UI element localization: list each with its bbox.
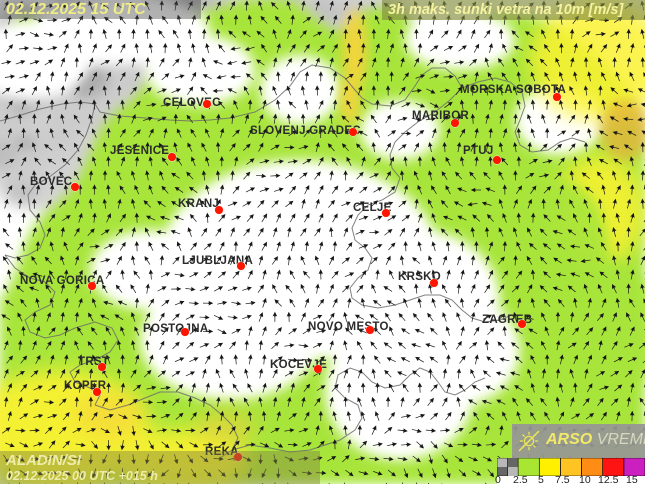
svg-text:CELOVEC: CELOVEC [163,97,221,109]
svg-text:BOVEC: BOVEC [30,176,72,188]
svg-text:MORSKA SOBOTA: MORSKA SOBOTA [460,84,566,96]
svg-text:JESENICE: JESENICE [110,145,169,157]
svg-text:KRANJ: KRANJ [178,198,219,210]
svg-text:PTUJ: PTUJ [463,145,494,157]
svg-text:MARIBOR: MARIBOR [412,110,469,122]
svg-text:POSTOJNA: POSTOJNA [143,323,208,335]
svg-text:SLOVENJ GRADEC: SLOVENJ GRADEC [250,125,361,137]
svg-text:NOVO MESTO: NOVO MESTO [308,321,389,333]
